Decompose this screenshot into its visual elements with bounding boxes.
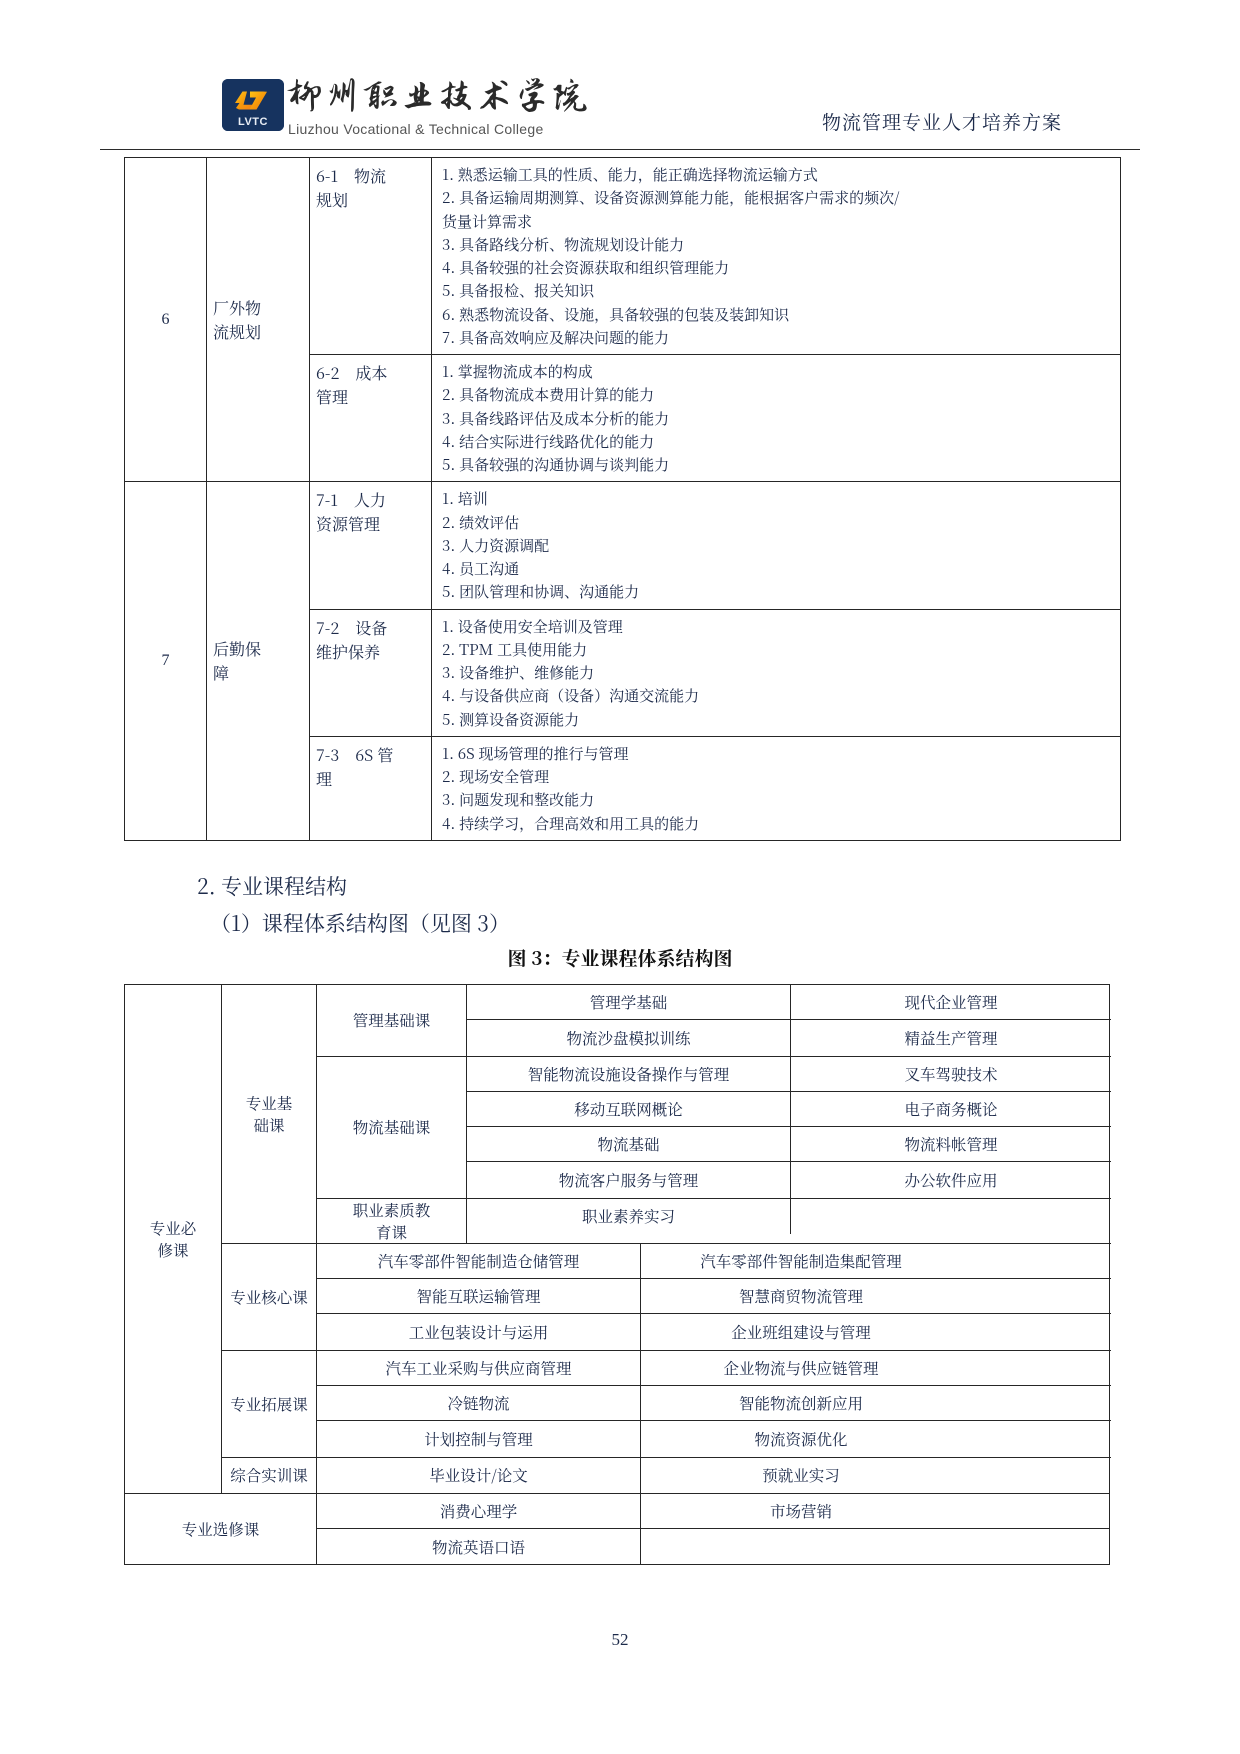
svg-text:LVTC: LVTC [238,116,268,128]
